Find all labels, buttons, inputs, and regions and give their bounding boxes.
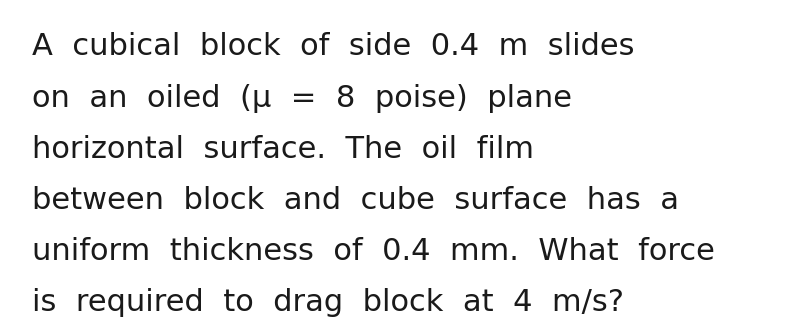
- Text: between  block  and  cube  surface  has  a: between block and cube surface has a: [32, 186, 679, 215]
- Text: on  an  oiled  (μ  =  8  poise)  plane: on an oiled (μ = 8 poise) plane: [32, 84, 572, 113]
- Text: horizontal  surface.  The  oil  film: horizontal surface. The oil film: [32, 135, 534, 164]
- Text: is  required  to  drag  block  at  4  m/s?: is required to drag block at 4 m/s?: [32, 288, 624, 318]
- Text: A  cubical  block  of  side  0.4  m  slides: A cubical block of side 0.4 m slides: [32, 32, 634, 62]
- Text: uniform  thickness  of  0.4  mm.  What  force: uniform thickness of 0.4 mm. What force: [32, 237, 715, 266]
